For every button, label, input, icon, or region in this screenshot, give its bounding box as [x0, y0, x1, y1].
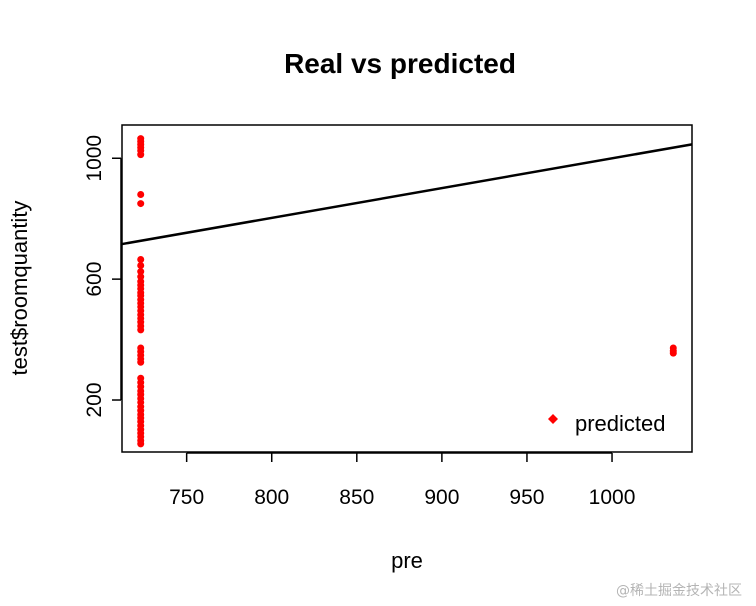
y-tick-label: 1000 [83, 135, 106, 182]
data-point [137, 358, 145, 366]
chart-title: Real vs predicted [284, 48, 516, 79]
x-tick-label: 900 [424, 486, 459, 509]
legend-entry-label: predicted [575, 411, 666, 436]
x-tick-label: 750 [169, 486, 204, 509]
data-point [137, 151, 145, 159]
data-point [137, 262, 145, 270]
fit-line [121, 143, 693, 246]
x-tick-label: 850 [339, 486, 374, 509]
data-point [137, 200, 145, 208]
data-point [137, 440, 145, 448]
watermark: @稀土掘金技术社区 [616, 583, 742, 599]
x-axis-label: pre [391, 548, 423, 573]
data-point [137, 191, 145, 199]
x-axis: 750 800 850 900 950 1000 [169, 452, 636, 509]
x-tick-label: 1000 [589, 486, 636, 509]
x-tick-label: 800 [254, 486, 289, 509]
legend: predicted [548, 411, 666, 436]
data-point [137, 268, 145, 276]
y-tick-label: 200 [83, 382, 106, 417]
data-point [137, 273, 145, 281]
plot-frame [121, 124, 693, 453]
x-tick-label: 950 [509, 486, 544, 509]
data-point [669, 349, 677, 357]
regression-line [121, 143, 693, 246]
legend-marker [548, 414, 558, 424]
data-point [137, 255, 145, 263]
y-axis: 200 600 1000 [83, 135, 122, 418]
y-axis-label: test$roomquantity [7, 201, 32, 376]
data-point [137, 326, 145, 334]
y-tick-label: 600 [83, 262, 106, 297]
data-points [137, 135, 677, 448]
